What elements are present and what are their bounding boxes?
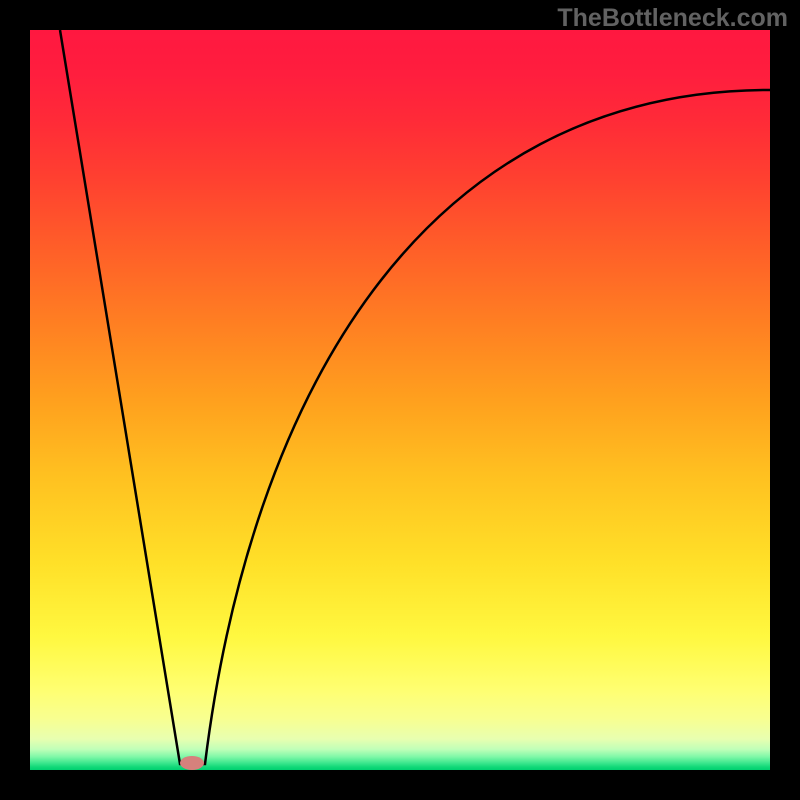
watermark-text: TheBottleneck.com <box>557 4 788 33</box>
chart-svg <box>0 0 800 800</box>
bottleneck-chart: TheBottleneck.com <box>0 0 800 800</box>
optimal-point-marker <box>180 756 204 770</box>
gradient-plot-area <box>30 30 770 770</box>
